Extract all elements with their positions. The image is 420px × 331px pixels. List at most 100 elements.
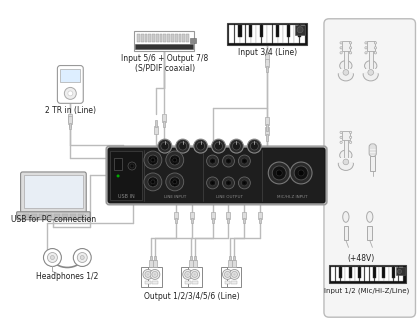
Circle shape [50, 256, 55, 260]
Bar [152, 281, 158, 284]
Circle shape [143, 269, 153, 279]
Circle shape [349, 131, 352, 133]
Bar [367, 41, 375, 51]
Circle shape [226, 158, 231, 164]
Bar [175, 218, 177, 223]
Bar [181, 267, 194, 287]
Bar [229, 25, 234, 43]
Bar [188, 267, 202, 287]
Bar [355, 267, 360, 281]
Circle shape [398, 269, 402, 273]
Bar [368, 226, 372, 240]
Ellipse shape [336, 157, 341, 163]
Bar [370, 267, 374, 281]
Circle shape [247, 139, 261, 153]
Bar [190, 256, 192, 260]
Bar [47, 214, 52, 218]
Bar [60, 69, 80, 82]
Circle shape [161, 142, 169, 150]
Circle shape [176, 139, 190, 153]
Circle shape [223, 269, 232, 279]
Bar [344, 50, 348, 69]
Circle shape [229, 269, 239, 279]
Bar [190, 212, 194, 219]
Bar [246, 25, 251, 43]
Bar [278, 25, 283, 43]
Bar [220, 267, 234, 287]
Ellipse shape [361, 68, 365, 73]
Circle shape [171, 179, 173, 181]
Circle shape [365, 47, 367, 49]
Circle shape [185, 271, 191, 277]
Circle shape [340, 131, 342, 133]
Circle shape [64, 87, 76, 99]
Bar [153, 260, 157, 267]
Circle shape [148, 177, 158, 187]
Bar [358, 267, 361, 278]
Circle shape [150, 269, 160, 279]
Circle shape [243, 182, 246, 184]
Circle shape [207, 177, 218, 189]
Ellipse shape [367, 212, 373, 222]
Circle shape [68, 91, 73, 96]
Circle shape [170, 177, 180, 187]
Bar [178, 34, 181, 42]
Text: Headphones 1/2: Headphones 1/2 [36, 272, 99, 281]
Bar [192, 281, 198, 284]
Circle shape [365, 42, 367, 44]
Bar [235, 25, 240, 43]
Circle shape [128, 162, 136, 170]
Bar [266, 134, 268, 141]
Text: USB for PC connection: USB for PC connection [11, 215, 96, 224]
Circle shape [152, 163, 154, 164]
Circle shape [290, 162, 312, 184]
Circle shape [374, 42, 377, 44]
Circle shape [144, 173, 162, 191]
Bar [152, 34, 155, 42]
Bar [114, 158, 122, 170]
Circle shape [210, 158, 215, 164]
Circle shape [241, 158, 247, 164]
Bar [384, 267, 388, 281]
Circle shape [250, 142, 258, 150]
Bar [287, 25, 290, 37]
Bar [389, 267, 394, 281]
FancyBboxPatch shape [17, 212, 90, 220]
Circle shape [192, 271, 198, 277]
Bar [338, 158, 353, 162]
Circle shape [243, 160, 246, 162]
Bar [284, 25, 289, 43]
Text: MIC/HI-Z INPUT: MIC/HI-Z INPUT [277, 195, 307, 199]
Ellipse shape [338, 157, 353, 170]
Circle shape [149, 158, 151, 159]
FancyBboxPatch shape [369, 144, 376, 157]
Bar [249, 25, 252, 37]
Circle shape [368, 70, 373, 75]
Ellipse shape [340, 150, 352, 161]
Bar [394, 267, 398, 281]
Circle shape [298, 170, 304, 176]
Bar [110, 151, 142, 200]
Circle shape [349, 141, 352, 143]
Circle shape [272, 166, 286, 180]
Circle shape [340, 141, 342, 143]
Circle shape [149, 179, 151, 181]
Bar [154, 256, 156, 260]
Ellipse shape [363, 68, 378, 81]
Circle shape [77, 253, 87, 262]
Bar [265, 59, 269, 67]
Bar [338, 69, 353, 72]
Circle shape [147, 273, 149, 276]
Circle shape [374, 47, 377, 49]
Circle shape [117, 174, 120, 177]
Circle shape [340, 136, 342, 138]
Bar [396, 267, 404, 275]
Ellipse shape [343, 212, 349, 222]
Bar [295, 25, 305, 35]
Text: LINE INPUT: LINE INPUT [163, 195, 186, 199]
Bar [163, 34, 166, 42]
Circle shape [215, 142, 223, 150]
Bar [370, 157, 375, 171]
Bar [392, 267, 395, 278]
Bar [226, 212, 231, 219]
